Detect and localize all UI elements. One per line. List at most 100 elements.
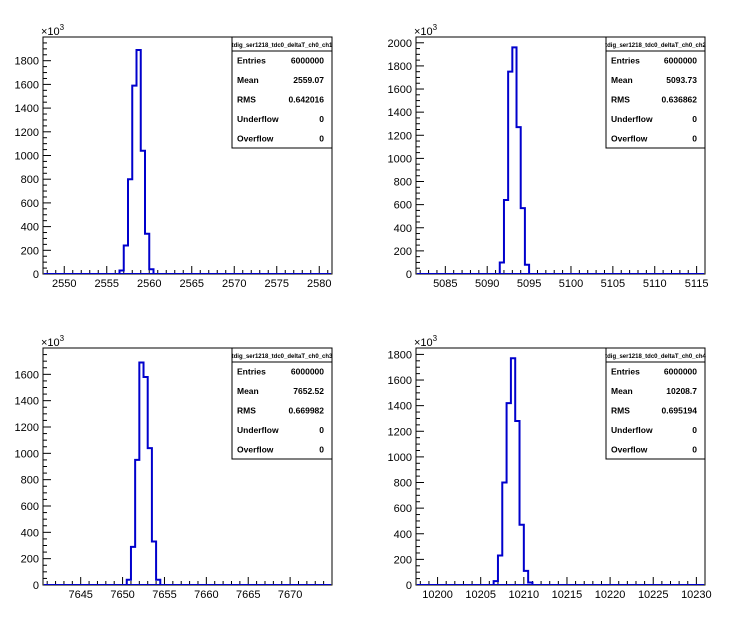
y-tick-label: 1000 — [388, 452, 412, 464]
stats-value: 0 — [319, 133, 324, 143]
histogram-bin — [524, 571, 528, 585]
histogram-bin — [511, 358, 515, 585]
histogram-bin — [494, 581, 498, 585]
stats-label: RMS — [237, 406, 256, 416]
x-axis: 7645 7650 7655 7660 7665 7670 — [46, 577, 333, 601]
stats-value: 0 — [319, 425, 324, 435]
histogram-bin — [152, 542, 156, 585]
y-axis-multiplier: ×103 — [414, 334, 438, 349]
stats-value: 6000000 — [664, 56, 697, 66]
x-tick-label: 5115 — [685, 278, 709, 290]
y-tick-label: 200 — [21, 554, 39, 566]
stats-label: Mean — [237, 386, 259, 396]
histogram-title: tdig_ser1218_tdc0_deltaT_ch0_ch3 — [232, 354, 333, 360]
x-tick-label: 10220 — [595, 589, 626, 601]
stats-label: Mean — [611, 75, 633, 85]
histogram-bin — [141, 151, 145, 274]
y-axis-multiplier-exponent: 3 — [60, 334, 65, 343]
stats-label: Entries — [237, 367, 266, 377]
stats-box: tdig_ser1218_tdc0_deltaT_ch0_ch4 Entries 6… — [605, 347, 707, 460]
histogram-bin — [498, 556, 502, 585]
y-tick-label: 1200 — [388, 130, 412, 142]
y-tick-label: 1200 — [15, 127, 39, 139]
histogram-bin — [148, 448, 152, 585]
x-tick-label: 10210 — [509, 589, 540, 601]
y-tick-label: 1400 — [15, 103, 39, 115]
y-tick-label: 1600 — [388, 84, 412, 96]
x-axis: 10200 10205 10210 10215 10220 10225 10230 — [419, 577, 712, 601]
histogram-bin — [144, 377, 148, 585]
stats-label: Underflow — [611, 425, 653, 435]
y-tick-label: 600 — [394, 200, 412, 212]
stats-value: 0.642016 — [289, 95, 325, 105]
histogram-bin — [525, 265, 529, 274]
stats-label: Underflow — [237, 114, 279, 124]
stats-value: 0.695194 — [662, 406, 698, 416]
y-tick-label: 600 — [394, 503, 412, 515]
stats-value: 0.669982 — [289, 406, 325, 416]
y-tick-label: 0 — [406, 269, 412, 281]
histogram-bin — [149, 269, 153, 274]
y-tick-label: 1200 — [388, 426, 412, 438]
x-tick-label: 7645 — [68, 589, 92, 601]
y-tick-label: 800 — [21, 475, 39, 487]
y-tick-label: 1600 — [15, 79, 39, 91]
y-axis-multiplier-exponent: 3 — [433, 23, 438, 32]
stats-label: Overflow — [237, 444, 274, 454]
y-axis-multiplier-exponent: 3 — [60, 23, 65, 32]
stats-label: Overflow — [611, 444, 648, 454]
y-tick-label: 1800 — [15, 56, 39, 68]
histogram-bin — [128, 179, 132, 274]
x-tick-label: 7670 — [278, 589, 302, 601]
y-tick-label: 0 — [33, 269, 39, 281]
y-tick-label: 200 — [394, 246, 412, 258]
x-tick-label: 7660 — [194, 589, 218, 601]
histogram-bin — [504, 200, 508, 274]
y-axis: 0 200 400 600 800 1000 1200 1400 1600 — [15, 347, 51, 592]
x-tick-label: 5090 — [475, 278, 499, 290]
stats-value: 0 — [692, 114, 697, 124]
stats-value: 0.636862 — [662, 95, 698, 105]
stats-value: 6000000 — [291, 367, 324, 377]
histogram-bin — [120, 270, 124, 274]
stats-box: tdig_ser1218_tdc0_deltaT_ch0_ch3 Entries 6… — [231, 347, 333, 460]
x-tick-label: 2570 — [222, 278, 246, 290]
stats-label: RMS — [237, 95, 256, 105]
y-tick-label: 2000 — [388, 38, 412, 50]
x-tick-label: 5095 — [517, 278, 541, 290]
stats-box-frame — [605, 36, 706, 149]
histogram-bin — [507, 403, 511, 585]
stats-value: 0 — [319, 444, 324, 454]
histogram-panel-1: 2550 2555 2560 2565 2570 2575 2580 0 200 400 600 80… — [15, 23, 334, 290]
stats-label: RMS — [611, 406, 630, 416]
histogram-bin — [145, 234, 149, 274]
stats-label: Mean — [237, 75, 259, 85]
histogram-title: tdig_ser1218_tdc0_deltaT_ch0_ch4 — [605, 354, 706, 360]
stats-value: 10208.7 — [666, 386, 697, 396]
stats-box-frame — [605, 347, 706, 460]
stats-value: 7652.52 — [293, 386, 324, 396]
y-tick-label: 0 — [406, 580, 412, 592]
x-tick-label: 10215 — [552, 589, 583, 601]
stats-value: 6000000 — [664, 367, 697, 377]
stats-label: Overflow — [611, 133, 648, 143]
histogram-bin — [520, 525, 524, 585]
histogram-series — [492, 357, 534, 585]
histogram-panel-3: 7645 7650 7655 7660 7665 7670 0 200 400 600 800 100… — [15, 334, 334, 601]
y-tick-label: 400 — [21, 222, 39, 234]
x-tick-label: 2580 — [307, 278, 331, 290]
stats-label: Entries — [237, 56, 266, 66]
histogram-bin — [512, 47, 516, 274]
histogram-title: tdig_ser1218_tdc0_deltaT_ch0_ch1 — [232, 43, 333, 49]
histogram-title: tdig_ser1218_tdc0_deltaT_ch0_ch2 — [605, 43, 706, 49]
y-axis-multiplier: ×103 — [41, 334, 65, 349]
stats-label: RMS — [611, 95, 630, 105]
histogram-series — [125, 361, 162, 585]
x-tick-label: 7665 — [236, 589, 260, 601]
stats-label: Underflow — [237, 425, 279, 435]
histogram-bin — [508, 72, 512, 274]
histogram-bin — [515, 421, 519, 585]
y-axis: 0 200 400 600 800 1000 1200 1400 1600 1800 2000 — [388, 36, 424, 281]
y-tick-label: 800 — [394, 177, 412, 189]
